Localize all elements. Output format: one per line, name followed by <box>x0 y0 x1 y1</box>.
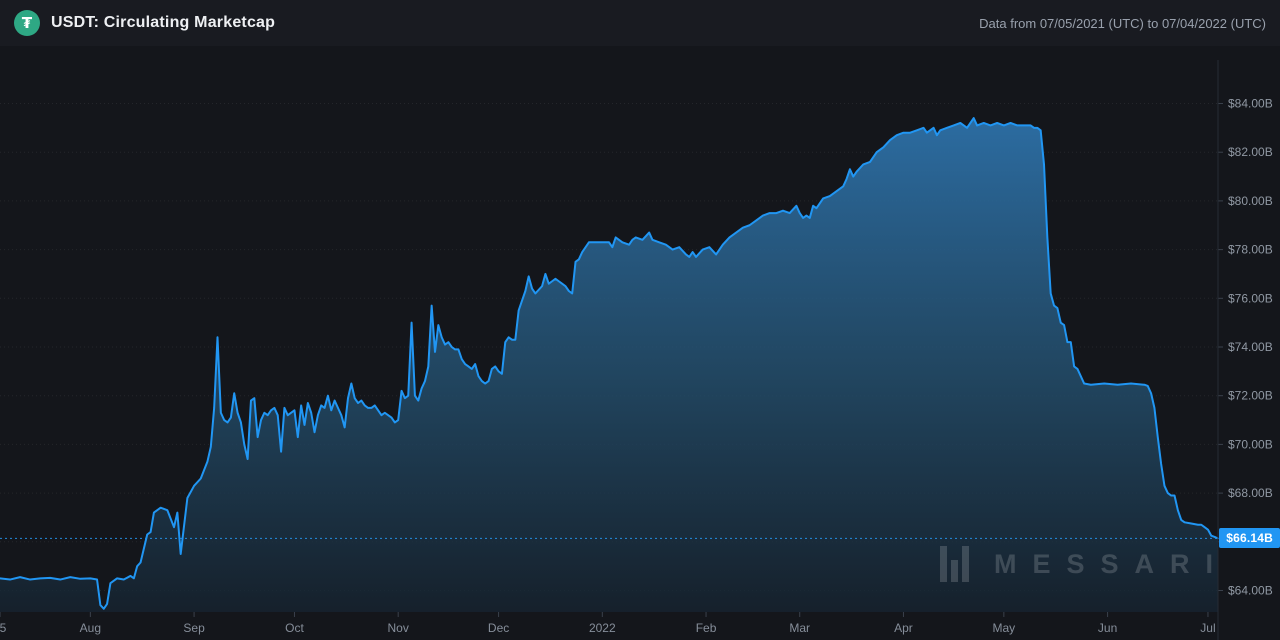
chart-title: USDT: Circulating Marketcap <box>51 14 276 31</box>
x-tick-label: Dec <box>488 621 509 635</box>
line-series <box>0 117 1219 610</box>
chart-header: ₮ USDT: Circulating Marketcap Data from … <box>0 0 1280 46</box>
area-fill <box>0 118 1218 613</box>
x-tick-label: May <box>993 621 1016 635</box>
x-tick-label: 2022 <box>589 621 616 635</box>
tether-symbol: ₮ <box>21 14 33 32</box>
x-tick-label: Nov <box>388 621 409 635</box>
y-tick-label: $74.00B <box>1228 340 1273 354</box>
chart-header-left: ₮ USDT: Circulating Marketcap <box>14 10 275 36</box>
x-tick-label: Sep <box>183 621 205 635</box>
current-value-badge: $66.14B <box>1219 528 1280 549</box>
x-tick-label: Feb <box>696 621 717 635</box>
x-tick-label: 5 <box>0 621 7 635</box>
series-group <box>0 117 1224 613</box>
y-tick-label: $68.00B <box>1228 486 1273 500</box>
tether-logo-icon: ₮ <box>14 10 40 36</box>
y-tick-label: $72.00B <box>1228 389 1273 403</box>
y-tick-label: $76.00B <box>1228 291 1273 305</box>
x-tick-label: Apr <box>894 621 913 635</box>
date-range-label: Data from 07/05/2021 (UTC) to 07/04/2022… <box>979 15 1266 31</box>
y-tick-label: $80.00B <box>1228 194 1273 208</box>
x-tick-label: Oct <box>285 621 304 635</box>
x-tick-label: Aug <box>80 621 101 635</box>
y-tick-label: $82.00B <box>1228 145 1273 159</box>
x-tick-label: Mar <box>789 621 810 635</box>
y-tick-label: $78.00B <box>1228 243 1273 257</box>
x-tick-label: Jun <box>1098 621 1117 635</box>
axes <box>0 60 1223 640</box>
x-tick-label: Jul <box>1200 621 1215 635</box>
axis-labels: $84.00B $82.00B $80.00B $78.00B $76.00B $74.0… <box>0 97 1273 636</box>
y-tick-label: $70.00B <box>1228 437 1273 451</box>
y-tick-label: $64.00B <box>1228 584 1273 598</box>
y-tick-label: $84.00B <box>1228 97 1273 111</box>
